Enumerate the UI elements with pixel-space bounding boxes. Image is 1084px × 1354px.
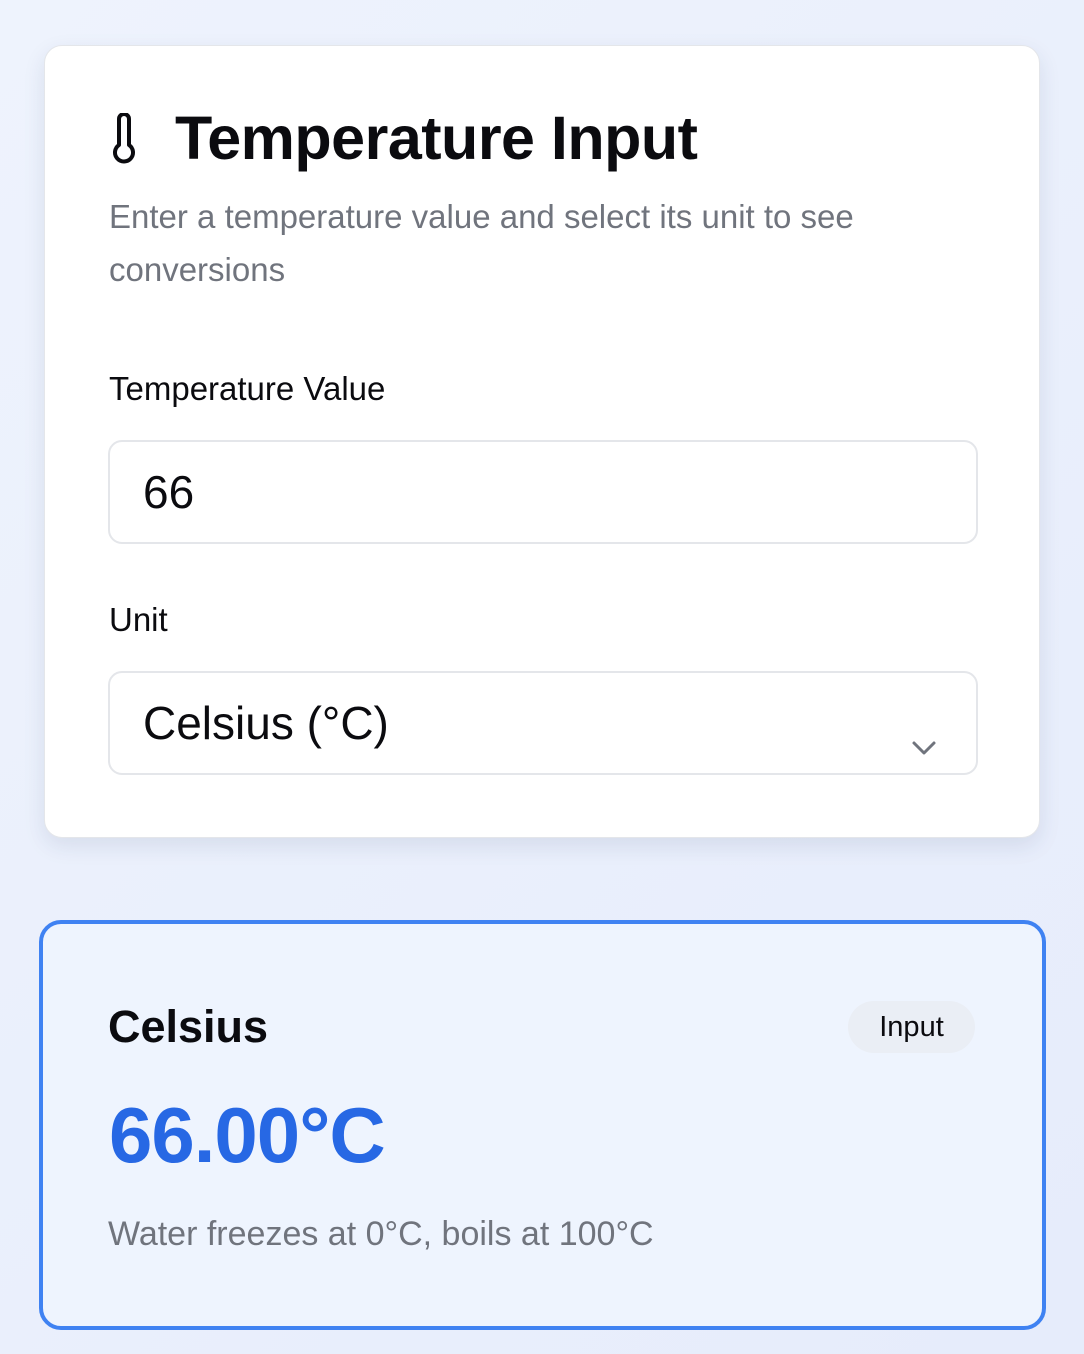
temperature-value-label: Temperature Value (109, 370, 386, 407)
temperature-input-card: Temperature Input Enter a temperature va… (44, 45, 1040, 838)
input-badge: Input (848, 1001, 975, 1053)
temperature-value-text: 66 (143, 466, 195, 518)
temperature-value-input[interactable]: 66 (108, 440, 978, 544)
card-description: Enter a temperature value and select its… (109, 198, 854, 288)
card-header: Temperature Input (109, 104, 698, 172)
celsius-result-card: Celsius Input 66.00°C Water freezes at 0… (39, 920, 1046, 1330)
unit-select-value: Celsius (°C) (143, 697, 389, 749)
unit-select[interactable]: Celsius (°C) (108, 671, 978, 775)
chevron-down-icon (910, 714, 938, 755)
unit-label: Unit (109, 601, 168, 638)
result-value: 66.00°C (109, 1091, 386, 1179)
result-title: Celsius (108, 1001, 269, 1052)
thermometer-icon (109, 111, 139, 165)
card-title: Temperature Input (175, 104, 698, 172)
result-note: Water freezes at 0°C, boils at 100°C (108, 1215, 654, 1253)
